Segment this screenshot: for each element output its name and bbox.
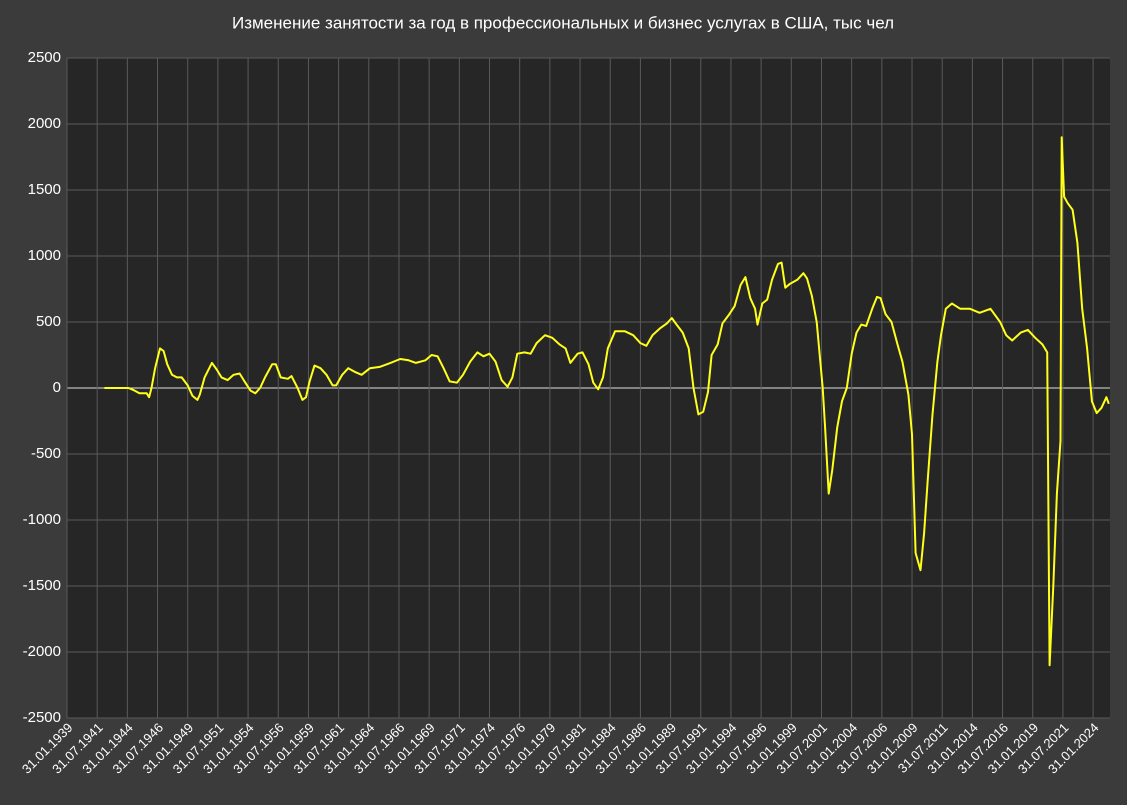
y-tick-label: 2500	[28, 49, 61, 66]
chart-title: Изменение занятости за год в профессиона…	[232, 13, 894, 32]
data-line	[104, 136, 1110, 667]
y-tick-label: 1000	[28, 247, 61, 264]
y-tick-label: 1500	[28, 181, 61, 198]
y-tick-label: -1500	[23, 577, 61, 594]
y-tick-label: -2000	[23, 643, 61, 660]
y-tick-label: 0	[53, 379, 61, 396]
y-tick-label: -500	[31, 445, 61, 462]
y-tick-label: 2000	[28, 115, 61, 132]
y-tick-label: 500	[36, 313, 61, 330]
y-tick-label: -1000	[23, 511, 61, 528]
y-tick-label: -2500	[23, 709, 61, 726]
